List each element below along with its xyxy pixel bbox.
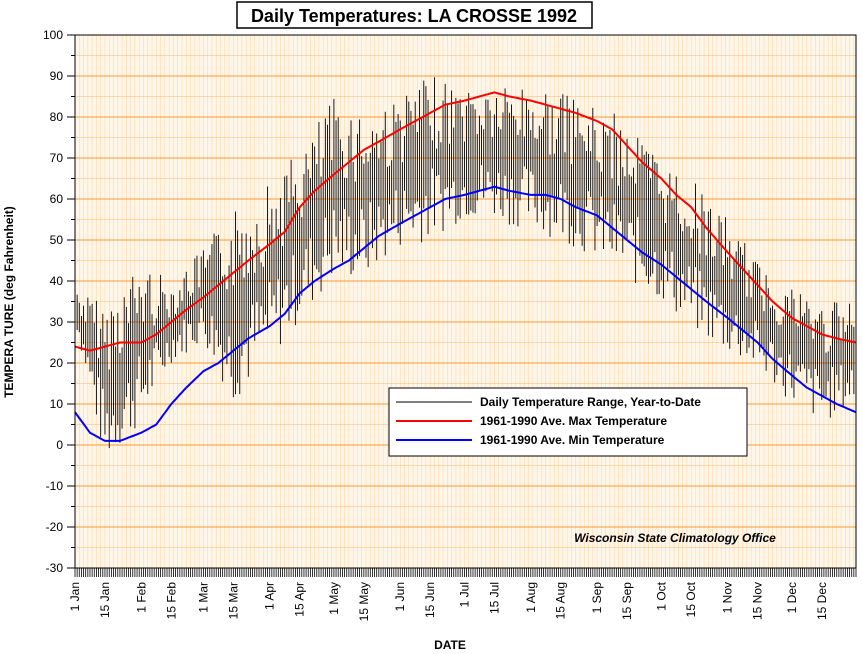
title-box [236, 1, 593, 29]
x-tick-label: 1 Jun [393, 582, 407, 611]
x-tick-label: 1 Oct [654, 581, 668, 610]
x-tick-label: 15 Dec [815, 582, 829, 620]
y-axis-label: TEMPERA TURE (deg Fahrenheit) [2, 206, 16, 398]
x-tick-label: 15 Jun [423, 582, 437, 618]
x-tick-label: 15 May [357, 582, 371, 621]
y-axis: -30 -20 -10 0 10 20 30 40 50 60 70 80 90 100 [43, 28, 75, 575]
y-tick-label: 70 [50, 151, 64, 165]
y-tick-label: -10 [46, 479, 64, 493]
x-tick-label: 1 Dec [785, 582, 799, 613]
y-tick-label: -30 [46, 561, 64, 575]
y-tick-label: 60 [50, 192, 64, 206]
x-tick-label: 15 Mar [226, 582, 240, 619]
legend-label-range: Daily Temperature Range, Year-to-Date [480, 395, 701, 409]
chart-title: Daily Temperatures: LA CROSSE 1992 [251, 6, 577, 26]
x-tick-label: 1 Nov [721, 582, 735, 613]
x-tick-label: 1 Jan [68, 582, 82, 611]
x-tick-label: 15 Oct [684, 581, 698, 617]
x-axis-label: DATE [434, 638, 466, 652]
legend-label-min: 1961-1990 Ave. Min Temperature [480, 433, 665, 447]
x-tick-label: 15 Nov [751, 582, 765, 620]
legend-label-max: 1961-1990 Ave. Max Temperature [480, 414, 667, 428]
average-lines [74, 91, 857, 442]
x-tick-label: 1 Apr [263, 582, 277, 610]
grid [74, 34, 856, 569]
x-tick-label: 1 Sep [590, 582, 604, 614]
y-tick-label: 100 [43, 28, 63, 42]
x-tick-label: 15 Jul [487, 582, 501, 614]
y-tick-label: 30 [50, 315, 64, 329]
y-tick-label: 90 [50, 69, 64, 83]
x-tick-label: 15 Apr [293, 582, 307, 617]
y-tick-label: 80 [50, 110, 64, 124]
x-tick-label: 1 Feb [134, 582, 148, 613]
x-tick-label: 15 Feb [164, 582, 178, 620]
x-tick-label: 15 Aug [554, 582, 568, 619]
avg-min-line [74, 185, 857, 442]
legend: Daily Temperature Range, Year-to-Date 19… [388, 387, 748, 457]
x-tick-label: 1 May [327, 582, 341, 615]
x-tick-label: 15 Sep [620, 582, 634, 620]
y-tick-label: 20 [50, 356, 64, 370]
daily-range-series [74, 77, 857, 449]
x-axis: 1 Jan 15 Jan 1 Feb 15 Feb 1 Mar 15 Mar 1 Apr 15… [68, 568, 857, 621]
y-tick-label: 50 [50, 233, 64, 247]
y-tick-label: -20 [46, 520, 64, 534]
avg-max-line [74, 91, 857, 352]
x-tick-label: 1 Jul [457, 582, 471, 607]
x-tick-label: 15 Jan [98, 582, 112, 618]
source-annotation: Wisconsin State Climatology Office [574, 531, 776, 545]
x-tick-label: 1 Aug [524, 582, 538, 613]
x-tick-label: 1 Mar [196, 582, 210, 613]
y-tick-label: 10 [50, 397, 64, 411]
y-tick-label: 0 [56, 438, 63, 452]
y-tick-label: 40 [50, 274, 64, 288]
